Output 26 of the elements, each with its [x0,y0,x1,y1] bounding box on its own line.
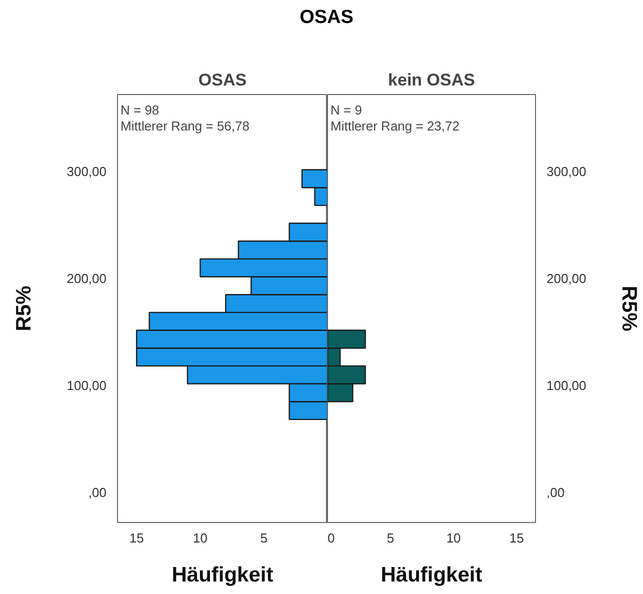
y-tick-label: 300,00 [66,164,107,180]
y-tick-label: 200,00 [546,271,586,286]
x-tick-label: 0 [328,530,335,546]
y-tick-label: ,00 [546,485,565,500]
y-tick-label: 100,00 [546,378,586,394]
x-axis-title: Häufigkeit [172,564,274,586]
x-tick-label: 15 [509,530,524,546]
chart-subtitle: kein OSAS [388,70,475,90]
x-tick-label: 5 [386,530,394,546]
x-tick-label: 10 [192,530,208,546]
x-tick-label: 15 [129,530,144,546]
x-tick-label: 10 [446,530,461,546]
annotation: Mittlerer Rang = 23,72 [330,118,460,134]
chart-title: OSAS [300,6,354,30]
annotation: N = 9 [330,102,362,118]
y-tick-label: 300,00 [546,164,586,180]
annotation: N = 98 [120,102,160,118]
annotation: Mittlerer Rang = 56,78 [120,118,250,134]
x-axis-title: Häufigkeit [380,564,482,586]
y-tick-label: 100,00 [66,378,107,394]
x-tick-label: 5 [260,530,268,546]
y-tick-label: ,00 [88,485,107,500]
y-axis-title: R5% [12,285,36,332]
y-axis-title: R5% [617,286,640,332]
chart-subtitle: OSAS [198,70,247,90]
y-tick-label: 200,00 [66,271,107,286]
